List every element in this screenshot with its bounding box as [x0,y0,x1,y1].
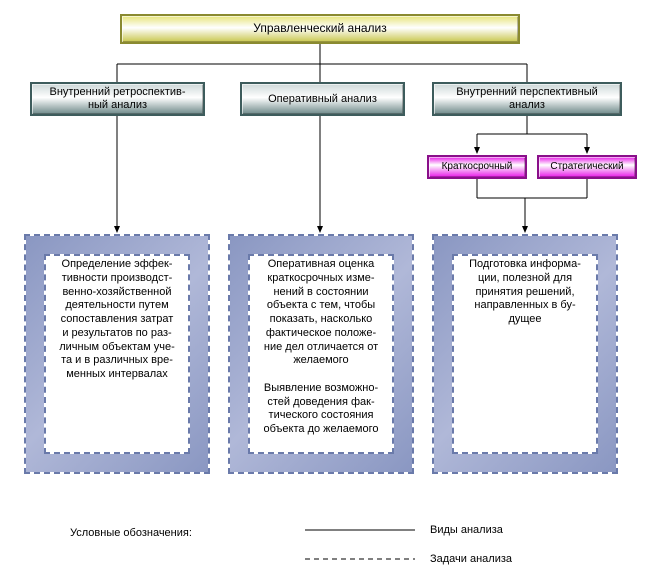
node-short-term: Краткосрочный [427,155,527,179]
task-box-3-text: Подготовка информа-ции, полезной дляприн… [460,258,590,327]
task-box-1: Определение эффек-тивности производст-ве… [24,234,210,474]
legend-title: Условные обозначения: [70,527,192,539]
node-retrospective-label: Внутренний ретроспектив-ный анализ [49,86,185,111]
task-box-1-text: Определение эффек-тивности производст-ве… [52,258,182,382]
node-perspective-label: Внутренний перспективныйанализ [456,86,598,111]
node-operational: Оперативный анализ [240,82,405,116]
task-box-2: Оперативная оценкакраткосрочных изме-нен… [228,234,414,474]
node-operational-label: Оперативный анализ [268,93,377,106]
node-strategic-label: Стратегический [550,161,623,173]
node-root: Управленческий анализ [120,14,520,44]
node-retrospective: Внутренний ретроспектив-ный анализ [30,82,205,116]
node-perspective: Внутренний перспективныйанализ [432,82,622,116]
node-root-label: Управленческий анализ [253,22,386,36]
task-box-2-text: Оперативная оценкакраткосрочных изме-нен… [256,258,386,437]
legend-item-types: Виды анализа [430,524,503,536]
legend-item-tasks: Задачи анализа [430,553,512,565]
node-strategic: Стратегический [537,155,637,179]
task-box-3: Подготовка информа-ции, полезной дляприн… [432,234,618,474]
node-short-term-label: Краткосрочный [442,161,513,173]
